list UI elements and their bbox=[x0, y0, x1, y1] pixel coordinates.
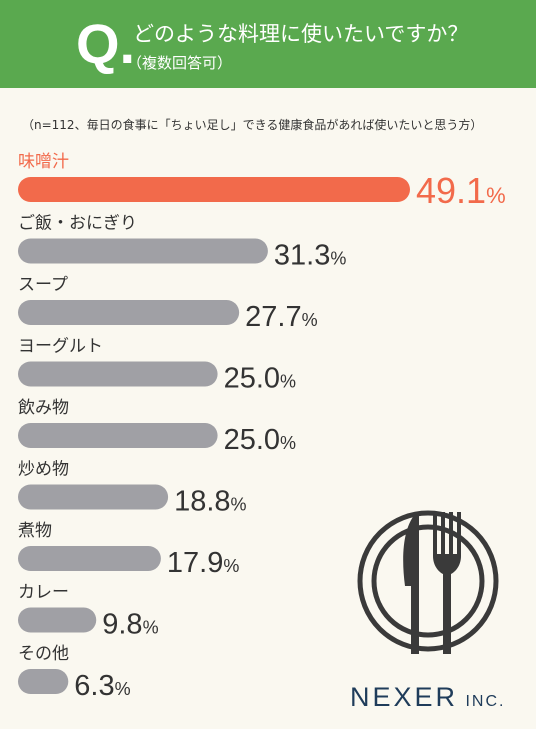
bar bbox=[18, 546, 161, 571]
bar bbox=[18, 177, 410, 202]
header-banner: Q. どのような料理に使いたいですか？ （複数回答可） bbox=[0, 0, 536, 88]
bar bbox=[18, 484, 169, 510]
plate-fork-knife-icon bbox=[357, 510, 499, 654]
category-label: 煮物 bbox=[18, 521, 52, 541]
category-label: スープ bbox=[18, 275, 68, 295]
value-label: 49.1% bbox=[416, 170, 506, 211]
bar bbox=[18, 423, 218, 448]
question-subtitle: （複数回答可） bbox=[127, 54, 233, 72]
question-mark: Q. bbox=[76, 12, 136, 75]
value-label: 18.8% bbox=[174, 486, 246, 518]
brand-name: NEXER bbox=[350, 682, 459, 712]
bar bbox=[18, 361, 218, 387]
brand-suffix: INC. bbox=[465, 693, 506, 710]
bar bbox=[18, 300, 240, 325]
bar bbox=[18, 607, 97, 633]
brand-logo: NEXER INC. bbox=[350, 682, 505, 713]
category-label: カレー bbox=[18, 583, 69, 603]
category-label: その他 bbox=[18, 644, 69, 664]
value-label: 25.0% bbox=[224, 424, 296, 456]
category-label: 飲み物 bbox=[18, 398, 69, 418]
category-label: ヨーグルト bbox=[18, 337, 103, 357]
value-label: 31.3% bbox=[274, 240, 346, 272]
value-label: 9.8% bbox=[102, 609, 158, 641]
value-label: 27.7% bbox=[245, 301, 317, 333]
bar bbox=[18, 238, 268, 264]
value-label: 17.9% bbox=[167, 547, 239, 579]
category-label: 味噌汁 bbox=[18, 152, 69, 172]
question-title: どのような料理に使いたいですか？ bbox=[133, 22, 469, 46]
sample-note: （n=112、毎日の食事に「ちょい足し」できる健康食品があれば使いたいと思う方） bbox=[22, 118, 483, 132]
category-label: 炒め物 bbox=[18, 460, 69, 480]
bar bbox=[18, 669, 69, 694]
category-label: ご飯・おにぎり bbox=[18, 214, 137, 234]
value-label: 6.3% bbox=[74, 670, 130, 702]
value-label: 25.0% bbox=[224, 363, 296, 395]
